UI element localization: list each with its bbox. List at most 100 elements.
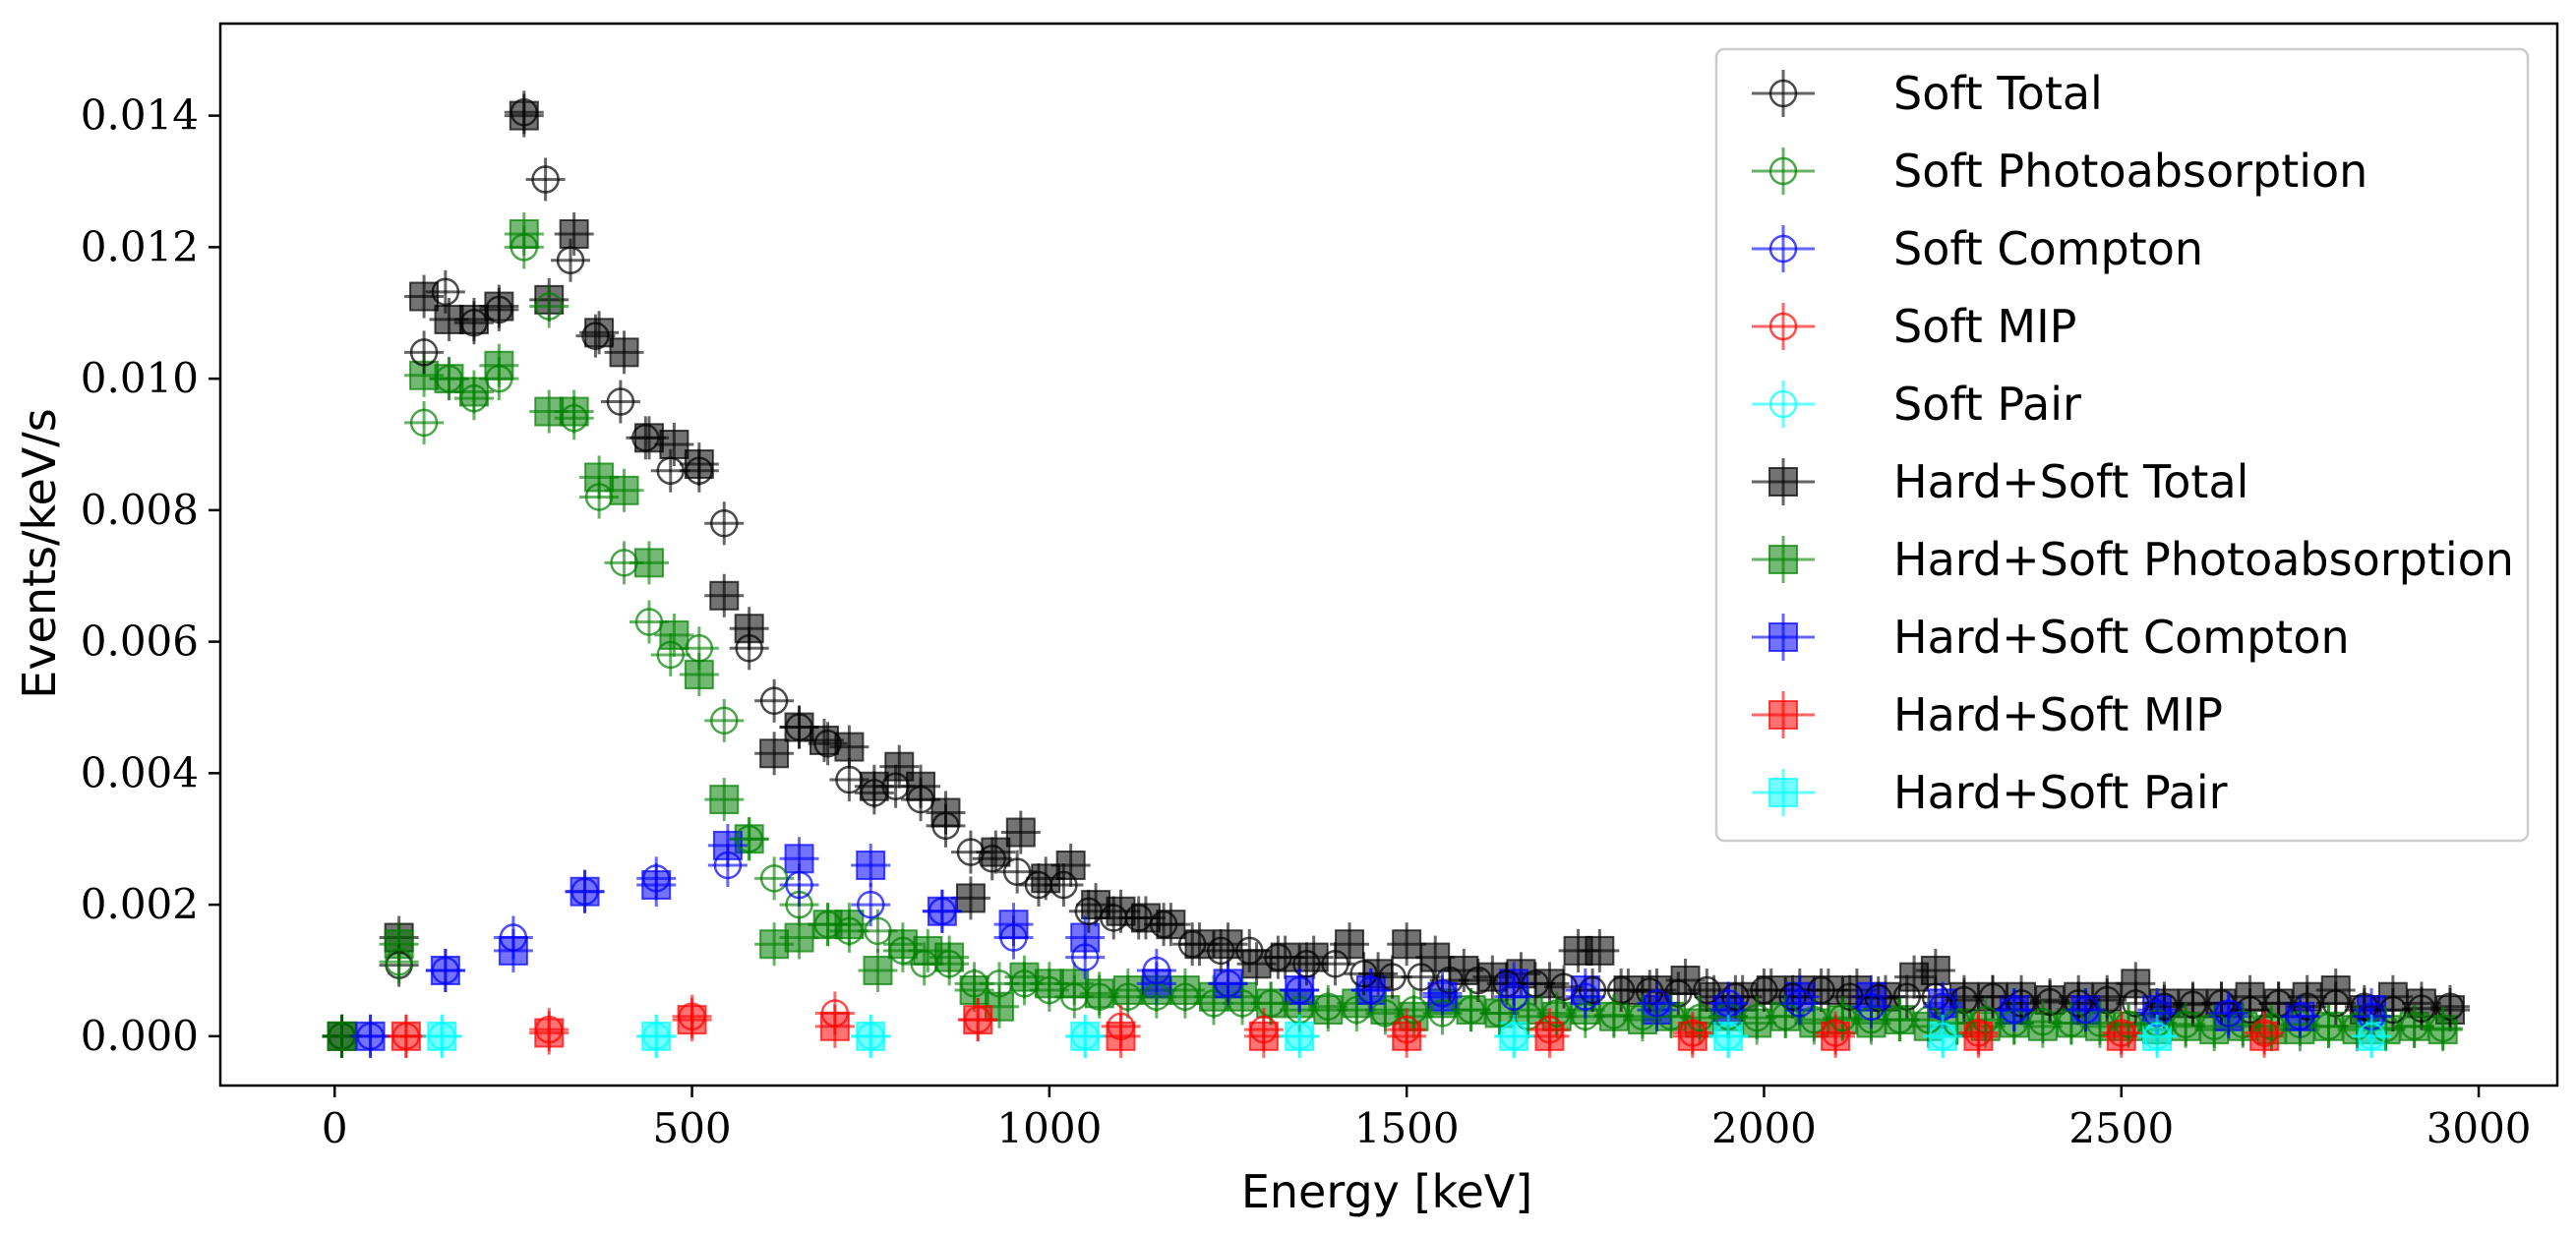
x-axis-label: Energy [keV] — [1241, 1165, 1532, 1218]
data-point — [926, 803, 966, 848]
data-point — [1315, 942, 1355, 986]
data-point — [1208, 922, 1248, 967]
data-point — [604, 330, 644, 375]
data-point — [1672, 1011, 1712, 1055]
legend-label: Soft Pair — [1893, 378, 2081, 431]
data-point — [1308, 984, 1348, 1028]
legend-item: Hard+Soft Compton — [1752, 611, 2350, 664]
data-point — [1715, 974, 1756, 1019]
x-axis-ticks: 0 500 1000 1500 2000 2500 3000 — [322, 1086, 2532, 1152]
data-point — [972, 837, 1012, 881]
data-point — [1972, 974, 2012, 1019]
data-point — [1458, 959, 1498, 1003]
data-point — [1172, 922, 1213, 967]
data-point — [929, 942, 970, 986]
series-4 — [422, 1014, 2392, 1058]
legend-item: Hard+Soft MIP — [1752, 688, 2223, 741]
data-point — [404, 274, 445, 319]
data-point — [754, 678, 795, 723]
data-point — [2166, 1002, 2206, 1046]
data-point — [707, 843, 748, 887]
data-point — [1494, 974, 1534, 1019]
data-point — [1208, 962, 1248, 1006]
legend-marker — [1768, 778, 1798, 807]
data-point — [1687, 969, 1727, 1013]
data-point — [504, 90, 544, 135]
y-tick-label: 0.004 — [81, 748, 199, 796]
data-point — [1280, 1014, 1320, 1058]
data-point — [2144, 984, 2185, 1028]
data-point — [858, 948, 898, 992]
data-point — [1422, 971, 1463, 1016]
legend-item: Hard+Soft Photoabsorption — [1752, 533, 2514, 586]
x-tick-label: 500 — [652, 1104, 731, 1152]
legend-marker — [1768, 545, 1798, 574]
legend-item: Soft Total — [1752, 67, 2103, 120]
data-point — [575, 314, 616, 358]
legend-item: Soft Compton — [1752, 222, 2203, 275]
data-point — [1044, 863, 1084, 908]
data-point — [1065, 1014, 1106, 1058]
data-point — [379, 940, 419, 984]
legend: Soft Total Soft Photoabsorption Soft Compt… — [1714, 47, 2530, 843]
data-point — [729, 817, 769, 861]
legend-marker — [1768, 467, 1798, 497]
x-tick-label: 0 — [322, 1104, 348, 1152]
data-point — [1958, 1011, 1999, 1055]
legend-item: Hard+Soft Pair — [1752, 766, 2228, 819]
data-point — [425, 269, 465, 314]
data-point — [1451, 988, 1491, 1032]
data-point — [636, 1014, 677, 1058]
data-point — [901, 778, 941, 822]
data-point — [386, 1014, 426, 1058]
data-point — [650, 632, 690, 676]
data-point — [1816, 1011, 1856, 1055]
data-point — [754, 732, 795, 776]
data-point — [565, 869, 605, 913]
data-point — [1779, 981, 1820, 1026]
data-point — [808, 722, 848, 766]
data-point — [1165, 974, 1205, 1019]
data-point — [2401, 986, 2441, 1030]
data-point — [2423, 1006, 2463, 1050]
data-point — [1708, 1014, 1749, 1058]
legend-label: Soft Photoabsorption — [1893, 145, 2367, 198]
data-point — [2101, 1011, 2141, 1055]
data-point — [1280, 969, 1320, 1013]
legend-label: Hard+Soft Pair — [1893, 766, 2228, 819]
legend-item: Soft Pair — [1752, 378, 2081, 431]
data-point — [779, 915, 819, 960]
data-point — [779, 863, 819, 908]
y-axis-ticks: 0.000 0.002 0.004 0.006 0.008 0.010 0.012 0.014 — [81, 91, 220, 1060]
data-point — [950, 830, 990, 874]
data-point — [479, 287, 519, 331]
data-point — [579, 475, 620, 519]
data-point — [2251, 1004, 2292, 1048]
y-tick-label: 0.012 — [81, 222, 199, 270]
data-point — [1915, 948, 1955, 992]
data-point — [679, 626, 719, 671]
legend-marker — [1768, 234, 1798, 264]
legend-label: Hard+Soft MIP — [1893, 688, 2223, 741]
data-point — [851, 843, 891, 887]
legend-label: Soft MIP — [1893, 300, 2076, 353]
data-point — [1350, 969, 1391, 1013]
data-point — [1637, 981, 1677, 1026]
data-point — [1515, 962, 1555, 1006]
data-point — [851, 883, 891, 927]
data-point — [1851, 984, 1891, 1028]
chart-marks — [322, 90, 2471, 1058]
data-point — [1580, 928, 1620, 972]
data-point — [525, 157, 566, 202]
data-point — [604, 541, 644, 585]
data-point — [1536, 991, 1577, 1035]
legend-marker — [1768, 156, 1798, 186]
data-point — [779, 705, 819, 749]
legend-label: Soft Total — [1893, 67, 2103, 120]
y-tick-label: 0.002 — [81, 880, 199, 928]
data-point — [404, 400, 445, 444]
data-point — [851, 1014, 891, 1058]
data-point — [704, 778, 745, 822]
data-point — [551, 238, 591, 282]
data-point — [453, 301, 494, 345]
